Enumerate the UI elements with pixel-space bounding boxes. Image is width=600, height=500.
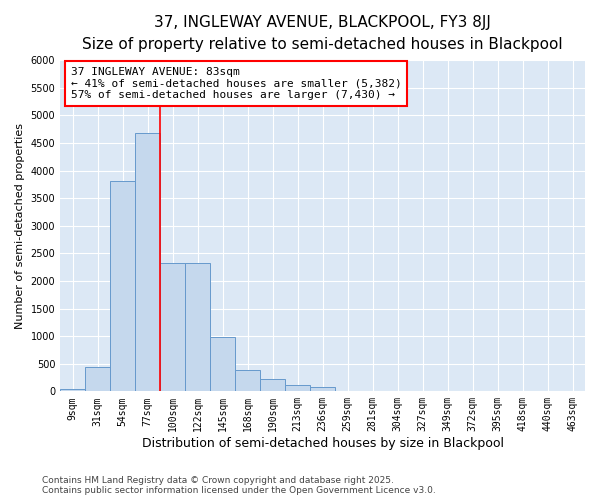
- Bar: [160, 264, 185, 392]
- Bar: [135, 133, 160, 392]
- Bar: [60, 388, 85, 392]
- Bar: [235, 370, 260, 392]
- X-axis label: Distribution of semi-detached houses by size in Blackpool: Distribution of semi-detached houses by …: [142, 437, 503, 450]
- Title: 37, INGLEWAY AVENUE, BLACKPOOL, FY3 8JJ
Size of property relative to semi-detach: 37, INGLEWAY AVENUE, BLACKPOOL, FY3 8JJ …: [82, 15, 563, 52]
- Bar: [285, 386, 310, 392]
- Bar: [85, 366, 110, 392]
- Bar: [260, 378, 285, 392]
- Text: Contains HM Land Registry data © Crown copyright and database right 2025.
Contai: Contains HM Land Registry data © Crown c…: [42, 476, 436, 495]
- Bar: [110, 180, 135, 392]
- Text: 37 INGLEWAY AVENUE: 83sqm
← 41% of semi-detached houses are smaller (5,382)
57% : 37 INGLEWAY AVENUE: 83sqm ← 41% of semi-…: [71, 67, 401, 100]
- Bar: [310, 387, 335, 392]
- Y-axis label: Number of semi-detached properties: Number of semi-detached properties: [15, 123, 25, 329]
- Bar: [210, 338, 235, 392]
- Bar: [185, 264, 210, 392]
